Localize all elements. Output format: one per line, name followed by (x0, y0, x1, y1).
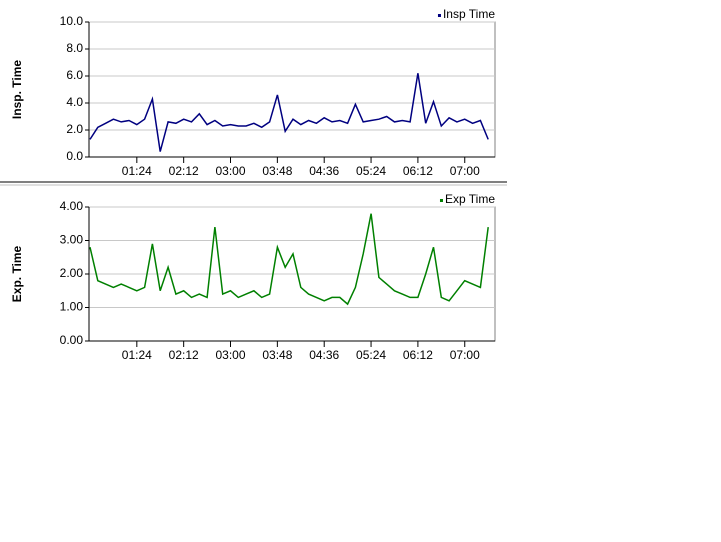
y-tick-label: 4.0 (66, 95, 83, 109)
x-tick-label: 03:48 (262, 348, 292, 362)
legend-label: Insp Time (443, 7, 495, 21)
x-tick-label: 02:12 (169, 348, 199, 362)
x-tick-label: 03:00 (215, 348, 245, 362)
y-tick-label: 0.00 (60, 333, 84, 347)
y-axis-title: Exp. Time (10, 245, 24, 302)
x-tick-label: 07:00 (450, 348, 480, 362)
x-tick-label: 05:24 (356, 164, 386, 178)
y-tick-label: 2.00 (60, 266, 84, 280)
series-line (89, 213, 489, 306)
x-tick-label: 04:36 (309, 164, 339, 178)
x-tick-label: 01:24 (122, 164, 152, 178)
x-tick-label: 03:00 (215, 164, 245, 178)
y-tick-label: 0.0 (66, 149, 83, 163)
x-tick-label: 06:12 (403, 164, 433, 178)
y-tick-label: 6.0 (66, 68, 83, 82)
y-tick-label: 4.00 (60, 199, 84, 213)
y-tick-label: 1.00 (60, 300, 84, 314)
x-tick-label: 04:36 (309, 348, 339, 362)
x-tick-label: 03:48 (262, 164, 292, 178)
x-tick-label: 01:24 (122, 348, 152, 362)
y-tick-label: 10.0 (60, 14, 84, 28)
x-tick-label: 07:00 (450, 164, 480, 178)
x-tick-label: 06:12 (403, 348, 433, 362)
y-tick-label: 3.00 (60, 233, 84, 247)
legend-swatch (437, 14, 441, 17)
legend-swatch (439, 199, 443, 202)
y-tick-label: 8.0 (66, 41, 83, 55)
x-tick-label: 02:12 (169, 164, 199, 178)
y-tick-label: 2.0 (66, 122, 83, 136)
y-axis-title: Insp. Time (10, 60, 24, 119)
x-tick-label: 05:24 (356, 348, 386, 362)
series-line (89, 73, 489, 152)
plot-area (88, 21, 496, 158)
legend-label: Exp Time (445, 192, 495, 206)
